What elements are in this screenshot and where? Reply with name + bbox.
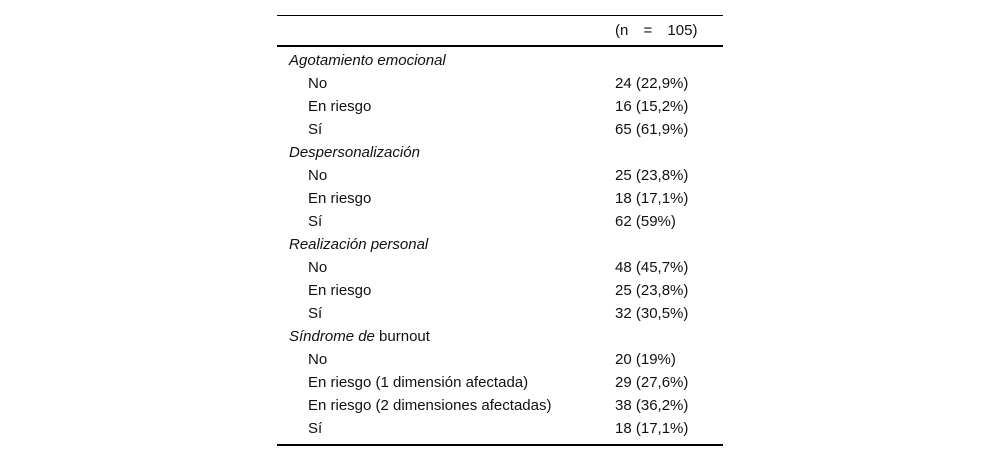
- section-title-row: Agotamiento emocional: [277, 49, 723, 72]
- section-title-italic: Agotamiento emocional: [289, 52, 446, 69]
- table-row: En riesgo (1 dimensión afectada) 29 (27,6…: [277, 371, 723, 394]
- row-label: Sí: [308, 213, 323, 230]
- frequency-table: (n = 105) Agotamiento emocional No 24 (22,…: [277, 15, 723, 446]
- table-row: Sí 65 (61,9%): [277, 118, 723, 141]
- row-value: 16 (15,2%): [615, 98, 689, 115]
- row-label: En riesgo: [308, 98, 372, 115]
- section-title-row: Despersonalización: [277, 141, 723, 164]
- row-value: 29 (27,6%): [615, 374, 689, 391]
- row-label: En riesgo: [308, 282, 372, 299]
- section-title-roman: burnout: [374, 328, 430, 345]
- row-value: 65 (61,9%): [615, 121, 689, 138]
- row-value: 18 (17,1%): [615, 190, 689, 207]
- row-label: Sí: [308, 121, 323, 138]
- table-row: No 20 (19%): [277, 348, 723, 371]
- row-value: 62 (59%): [615, 213, 676, 230]
- section-title: Agotamiento emocional: [277, 49, 615, 72]
- table-row: No 24 (22,9%): [277, 72, 723, 95]
- section-title: Despersonalización: [277, 141, 615, 164]
- section-title-row: Síndrome de burnout: [277, 325, 723, 348]
- section-title-italic: Realización personal: [289, 236, 429, 253]
- table-row: Sí 62 (59%): [277, 210, 723, 233]
- row-label: Sí: [308, 420, 323, 437]
- table-row: En riesgo 16 (15,2%): [277, 95, 723, 118]
- section-title: Síndrome de burnout: [277, 325, 615, 348]
- row-label: No: [308, 75, 328, 92]
- row-value: 25 (23,8%): [615, 167, 689, 184]
- row-value: 20 (19%): [615, 351, 676, 368]
- row-value: 32 (30,5%): [615, 305, 689, 322]
- table-row: No 48 (45,7%): [277, 256, 723, 279]
- row-value: 24 (22,9%): [615, 75, 689, 92]
- table-row: Sí 32 (30,5%): [277, 302, 723, 325]
- row-value: 38 (36,2%): [615, 397, 689, 414]
- section-title: Realización personal: [277, 233, 615, 256]
- row-value: 25 (23,8%): [615, 282, 689, 299]
- table-row: En riesgo (2 dimensiones afectadas) 38 (3…: [277, 394, 723, 417]
- section-title-italic: Despersonalización: [289, 144, 420, 161]
- table-row: En riesgo 18 (17,1%): [277, 187, 723, 210]
- row-label: En riesgo (1 dimensión afectada): [308, 374, 529, 391]
- sample-size-header: (n = 105): [615, 22, 698, 39]
- row-label: En riesgo: [308, 190, 372, 207]
- table-row: Sí 18 (17,1%): [277, 417, 723, 440]
- table-body: Agotamiento emocional No 24 (22,9%) En ries…: [277, 47, 723, 446]
- row-label: No: [308, 167, 328, 184]
- row-label: En riesgo (2 dimensiones afectadas): [308, 397, 552, 414]
- row-label: No: [308, 259, 328, 276]
- section-title-italic: Síndrome de: [289, 328, 375, 345]
- table-header-row: (n = 105): [277, 16, 723, 47]
- row-value: 18 (17,1%): [615, 420, 689, 437]
- table-row: En riesgo 25 (23,8%): [277, 279, 723, 302]
- section-title-row: Realización personal: [277, 233, 723, 256]
- row-label: Sí: [308, 305, 323, 322]
- row-value: 48 (45,7%): [615, 259, 689, 276]
- row-label: No: [308, 351, 328, 368]
- table-row: No 25 (23,8%): [277, 164, 723, 187]
